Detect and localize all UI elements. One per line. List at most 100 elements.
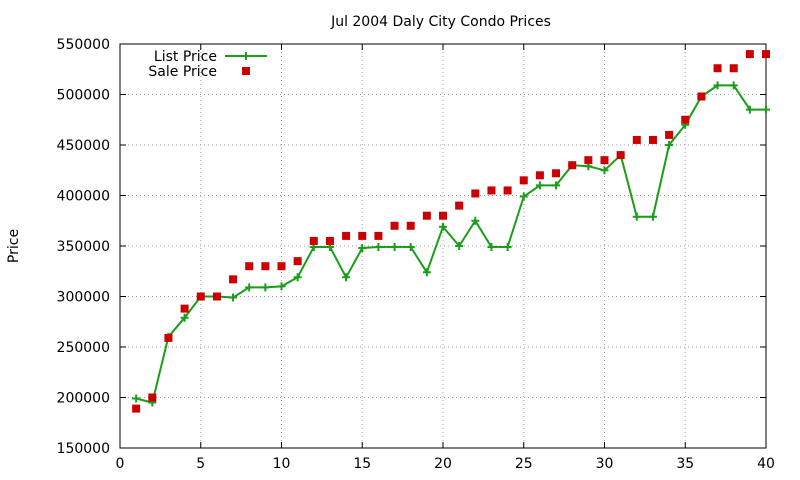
list-price-point (632, 212, 641, 221)
list-price-point (261, 283, 270, 292)
x-tick-label: 10 (273, 456, 291, 472)
y-tick-label: 350000 (57, 239, 110, 255)
x-tick-label: 5 (196, 456, 205, 472)
series-marks (132, 50, 770, 413)
sale-price-point (212, 292, 221, 301)
grid-lines (120, 44, 766, 448)
x-tick-label: 35 (676, 456, 694, 472)
list-price-point (422, 268, 431, 277)
list-price-point (665, 141, 674, 149)
list-price-point (390, 243, 399, 252)
y-tick-label: 500000 (57, 88, 110, 104)
sale-price-point (697, 92, 706, 101)
sale-price-point (487, 186, 496, 195)
y-tick-label: 300000 (57, 290, 110, 306)
list-price-point (745, 105, 754, 114)
legend-label-list-price: List Price (154, 49, 217, 65)
sale-price-point (745, 50, 754, 59)
sale-price-point (535, 171, 544, 180)
list-price-point (729, 81, 738, 90)
y-axis-label: Price (6, 229, 22, 263)
sale-price-point (455, 201, 464, 210)
list-price-point (600, 166, 609, 175)
list-price-point (342, 273, 351, 282)
list-price-point (535, 181, 544, 190)
x-tick-label: 15 (353, 456, 371, 472)
tick-marks (119, 43, 767, 449)
list-price-line (135, 84, 766, 404)
sale-price-point (148, 393, 157, 402)
list-price-point (406, 243, 415, 252)
sale-price-point (261, 262, 270, 271)
sale-price-point (648, 135, 657, 144)
sale-price-point (729, 64, 738, 73)
list-price-point (487, 243, 496, 252)
legend: List Price Sale Price (148, 49, 267, 80)
sale-price-point (665, 130, 674, 139)
list-price-point (245, 283, 254, 292)
list-price-point (358, 244, 367, 253)
sale-price-point (309, 236, 318, 245)
list-price-point (374, 243, 383, 252)
y-tick-label: 400000 (57, 189, 110, 205)
list-price-point (552, 181, 561, 190)
list-price-point (180, 313, 189, 322)
sale-price-point (519, 176, 528, 185)
list-price-point (713, 81, 722, 90)
legend-plus-marker-list-price (242, 52, 250, 60)
y-tick-labels: 150000 200000 250000 300000 350000 400000 4500… (57, 37, 110, 457)
y-tick-label: 150000 (57, 441, 110, 457)
sale-price-point (390, 221, 399, 230)
sale-price-point (358, 231, 367, 240)
x-tick-label: 30 (596, 456, 614, 472)
x-tick-label: 25 (515, 456, 533, 472)
list-price-point (519, 192, 528, 201)
list-price-point (648, 212, 657, 221)
sale-price-point (616, 151, 625, 160)
x-tick-label: 40 (757, 456, 775, 472)
sale-price-point (132, 404, 141, 413)
sale-price-point (196, 292, 205, 301)
sale-price-point (406, 221, 415, 230)
legend-label-sale-price: Sale Price (148, 64, 217, 80)
sale-price-point (374, 231, 383, 240)
y-tick-label: 200000 (57, 391, 110, 407)
sale-price-point (293, 257, 302, 266)
x-tick-label: 20 (434, 456, 452, 472)
sale-price-point (164, 333, 173, 342)
sale-price-point (552, 169, 561, 178)
list-price-point (471, 216, 480, 225)
list-price-point (455, 242, 464, 250)
list-price-point (503, 243, 512, 252)
y-tick-label: 550000 (57, 37, 110, 53)
chart-title: Jul 2004 Daly City Condo Prices (330, 14, 551, 30)
sale-price-point (503, 186, 512, 195)
list-price-point (229, 293, 238, 302)
sale-price-point (681, 115, 690, 124)
list-price-point (762, 105, 770, 114)
sale-price-point (632, 135, 641, 144)
sale-price-point (325, 236, 334, 245)
list-price-point (277, 282, 286, 291)
sale-price-point (762, 50, 770, 59)
x-tick-label: 0 (116, 456, 125, 472)
legend-square-marker-sale-price (242, 67, 250, 75)
sale-price-point (568, 161, 577, 170)
list-price-point (132, 394, 141, 403)
sale-price-point (245, 262, 254, 271)
sale-price-point (229, 275, 238, 284)
x-tick-labels: 0 5 10 15 20 25 30 35 40 (116, 456, 775, 472)
sale-price-point (180, 304, 189, 313)
sale-price-point (422, 211, 431, 220)
sale-price-point (584, 156, 593, 165)
sale-price-point (713, 64, 722, 73)
list-price-point (293, 273, 302, 282)
sale-price-point (471, 189, 480, 198)
list-price-point (439, 222, 447, 231)
y-tick-label: 250000 (57, 340, 110, 356)
y-tick-label: 450000 (57, 138, 110, 154)
sale-price-point (342, 231, 351, 240)
sale-price-point (600, 156, 609, 165)
